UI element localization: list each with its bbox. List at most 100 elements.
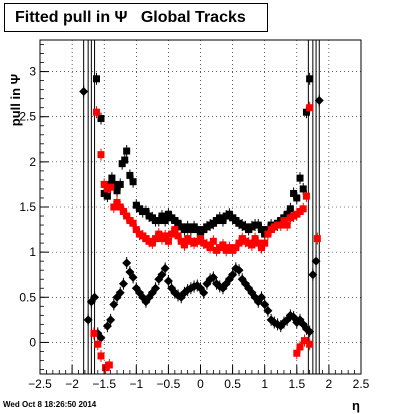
- red-square-marker: [197, 235, 204, 243]
- x-tick-label: 0.5: [224, 377, 241, 391]
- black-square-marker: [142, 208, 150, 216]
- red-square-marker: [155, 230, 163, 238]
- red-square-marker: [177, 237, 185, 245]
- diamond-marker: [109, 299, 119, 309]
- red-square-marker: [296, 343, 304, 351]
- black-square-marker: [299, 185, 307, 193]
- x-tick-label: 0: [197, 377, 204, 391]
- red-square-marker: [219, 241, 227, 249]
- y-tick-label: 2: [29, 155, 36, 169]
- black-square-marker: [108, 174, 116, 182]
- markers: [79, 75, 324, 372]
- black-square-marker: [296, 174, 304, 182]
- red-square-marker: [232, 244, 240, 252]
- diamond-marker: [311, 256, 321, 266]
- black-square-marker: [219, 217, 227, 225]
- diamond-marker: [234, 265, 244, 275]
- red-square-marker: [113, 198, 121, 206]
- red-square-marker: [301, 337, 309, 345]
- black-square-marker: [286, 205, 294, 213]
- red-square-marker: [90, 329, 98, 337]
- red-square-marker: [209, 237, 217, 245]
- black-square-marker: [123, 147, 131, 155]
- red-square-marker: [261, 239, 269, 247]
- diamond-marker: [102, 321, 112, 331]
- black-square-marker: [283, 210, 291, 218]
- red-square-marker: [92, 108, 100, 116]
- black-square-marker: [197, 230, 204, 238]
- y-tick-label: 1: [29, 245, 36, 259]
- diamond-marker: [208, 272, 218, 282]
- black-square-marker: [257, 226, 265, 234]
- red-square-marker: [152, 235, 160, 243]
- red-square-marker: [254, 239, 262, 247]
- red-square-marker: [168, 230, 176, 238]
- black-square-marker: [254, 221, 262, 229]
- diamond-marker: [305, 327, 315, 337]
- red-square-marker: [132, 226, 140, 234]
- y-tick-label: 3: [29, 65, 36, 79]
- red-square-marker: [107, 183, 115, 191]
- diamond-marker: [79, 86, 89, 96]
- red-square-marker: [148, 239, 156, 247]
- chart-title: Fitted pull in Ψ Global Tracks: [4, 3, 268, 32]
- black-square-marker: [155, 217, 163, 225]
- y-tick-label: 1.5: [19, 200, 36, 214]
- y-tick-label: 0: [29, 335, 36, 349]
- red-square-marker: [283, 221, 291, 229]
- timestamp-footer: Wed Oct 8 18:26:50 2014: [3, 400, 97, 409]
- red-square-marker: [161, 232, 169, 240]
- red-square-marker: [306, 340, 314, 348]
- diamond-marker: [90, 292, 100, 302]
- x-tick-label: −2: [65, 377, 79, 391]
- diamond-marker: [160, 263, 170, 273]
- diamond-marker: [256, 292, 266, 302]
- black-square-marker: [92, 75, 100, 83]
- red-square-marker: [94, 340, 102, 348]
- y-tick-label: 2.5: [19, 110, 36, 124]
- diamond-marker: [260, 299, 270, 309]
- red-square-marker: [97, 151, 105, 159]
- red-square-marker: [101, 364, 109, 372]
- black-square-marker: [126, 171, 134, 179]
- black-square-marker: [174, 219, 182, 227]
- diamond-marker: [314, 95, 324, 105]
- diamond-marker: [128, 272, 138, 282]
- black-square-marker: [302, 108, 310, 116]
- black-square-marker: [290, 189, 298, 197]
- red-square-marker: [264, 230, 272, 238]
- red-square-marker: [251, 235, 259, 243]
- red-square-marker: [257, 244, 265, 252]
- x-tick-label: 2: [326, 377, 333, 391]
- diamond-marker: [163, 276, 173, 286]
- black-square-marker: [118, 160, 126, 168]
- diamond-marker: [83, 315, 93, 325]
- diamond-marker: [199, 288, 209, 298]
- diamond-marker: [115, 288, 125, 298]
- red-square-marker: [129, 219, 137, 227]
- black-square-marker: [225, 210, 233, 218]
- red-square-marker: [100, 180, 108, 188]
- red-square-marker: [164, 237, 172, 245]
- x-tick-label: −0.5: [157, 377, 181, 391]
- black-square-marker: [306, 75, 314, 83]
- black-square-marker: [103, 192, 111, 200]
- grid: [40, 40, 361, 374]
- red-square-marker: [235, 239, 243, 247]
- black-square-marker: [164, 210, 172, 218]
- black-square-marker: [161, 217, 169, 225]
- red-square-marker: [97, 352, 105, 360]
- black-square-marker: [293, 194, 301, 202]
- black-square-marker: [113, 187, 121, 195]
- red-square-marker: [280, 217, 288, 225]
- red-square-marker: [313, 235, 321, 243]
- diamond-marker: [118, 279, 128, 289]
- x-axis-label: η: [352, 398, 360, 413]
- x-tick-label: 2.5: [353, 377, 370, 391]
- diamond-marker: [106, 315, 116, 325]
- y-tick-label: 0.5: [19, 290, 36, 304]
- diamond-marker: [96, 333, 106, 343]
- black-square-marker: [193, 226, 201, 234]
- red-square-marker: [293, 349, 301, 357]
